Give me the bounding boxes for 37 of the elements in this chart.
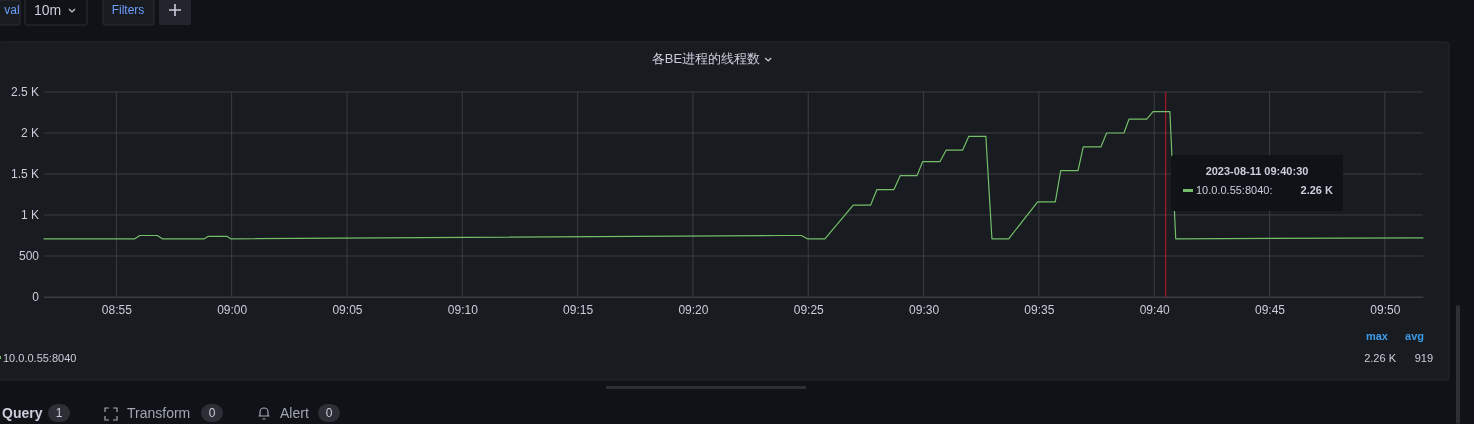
text: Transform	[127, 405, 191, 421]
text: Query	[2, 405, 43, 421]
x-tick-label: 08:55	[101, 302, 133, 317]
y-tick-label: 2.5 K	[10, 85, 39, 100]
text: 2.26 K	[1364, 352, 1397, 364]
annotation: 2.26 K	[1300, 184, 1334, 196]
x-tick-label: 09:35	[1024, 302, 1055, 317]
y-tick-label: 0	[32, 290, 40, 305]
text: avg	[1405, 330, 1424, 342]
x-tick-label: 09:45	[1255, 302, 1286, 317]
y-tick-label: 2 K	[20, 126, 39, 141]
text: 1	[55, 406, 63, 420]
x-tick-label: 09:10	[447, 302, 479, 317]
text: 0	[208, 406, 216, 420]
y-tick-label: 1 K	[20, 208, 39, 223]
text: 10m	[34, 2, 62, 18]
text: Filters	[111, 3, 145, 17]
legend-label: 10.0.0.55:8040	[3, 352, 77, 364]
x-tick-label: 09:05	[332, 302, 363, 317]
annotation: 2023-08-11 09:40:30	[1205, 165, 1309, 177]
x-tick-label: 09:20	[678, 302, 709, 317]
text: Alert	[280, 405, 309, 421]
x-tick-label: 09:25	[793, 302, 825, 317]
text: val	[4, 3, 20, 17]
annotation: 10.0.0.55:8040:	[1196, 184, 1273, 196]
y-tick-label: 500	[18, 249, 40, 264]
x-tick-label: 09:40	[1139, 302, 1171, 317]
text: max	[1365, 330, 1389, 342]
y-tick-label: 1.5 K	[10, 167, 39, 182]
x-tick-label: 09:50	[1370, 302, 1401, 317]
text: 919	[1414, 352, 1433, 364]
x-tick-label: 09:30	[909, 302, 940, 317]
line-series	[43, 111, 1424, 240]
x-tick-label: 09:15	[563, 302, 594, 317]
x-tick-label: 09:00	[217, 302, 248, 317]
text: 0	[325, 406, 333, 420]
chart-title: 各BE进程的线程数	[651, 51, 761, 66]
